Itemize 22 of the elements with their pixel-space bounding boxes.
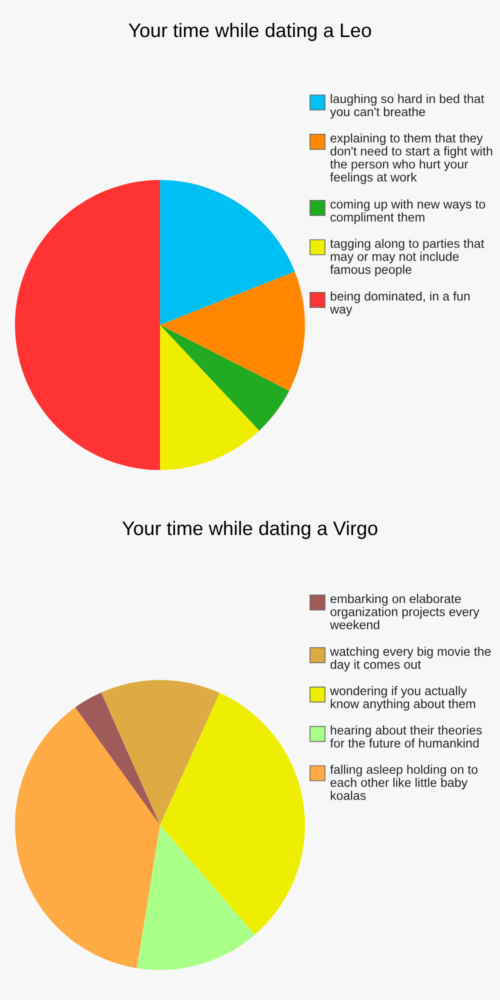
legend-label: hearing about their theories for the future of humankind — [330, 725, 482, 748]
legend-label: being dominated, in a fun way — [330, 291, 470, 316]
pie-slice — [160, 180, 295, 325]
pie-slice — [160, 692, 305, 935]
legend-label: coming up with new ways to compliment them — [330, 199, 486, 224]
legend-label: explaining to them that they don't need to start a fight with the person who hurt your feelings at work — [330, 133, 492, 184]
pie-slice — [160, 272, 305, 391]
legend-label: watching every big movie the day it comes out — [330, 646, 491, 672]
pie-slice — [15, 180, 160, 470]
chart-title: Your time while dating a Virgo — [122, 520, 378, 540]
legend-label: embarking on elaborate organization projects every weekend — [330, 594, 480, 630]
legend-label: wondering if you actually know anything about them — [330, 686, 476, 711]
pie-slice — [75, 692, 160, 825]
pie-slice — [160, 325, 290, 431]
legend-label: laughing so hard in bed that you can't breathe — [330, 94, 484, 119]
pie-slice — [101, 680, 220, 825]
legend-label: falling asleep holding on to each other like little baby koalas — [330, 764, 478, 800]
chart-title: Your time while dating a Leo — [128, 22, 371, 42]
pie-slice — [136, 825, 255, 970]
pie-slice — [160, 325, 260, 470]
legend-label: tagging along to parties that may or may not include famous people — [330, 238, 484, 276]
pie-slice — [15, 707, 160, 968]
